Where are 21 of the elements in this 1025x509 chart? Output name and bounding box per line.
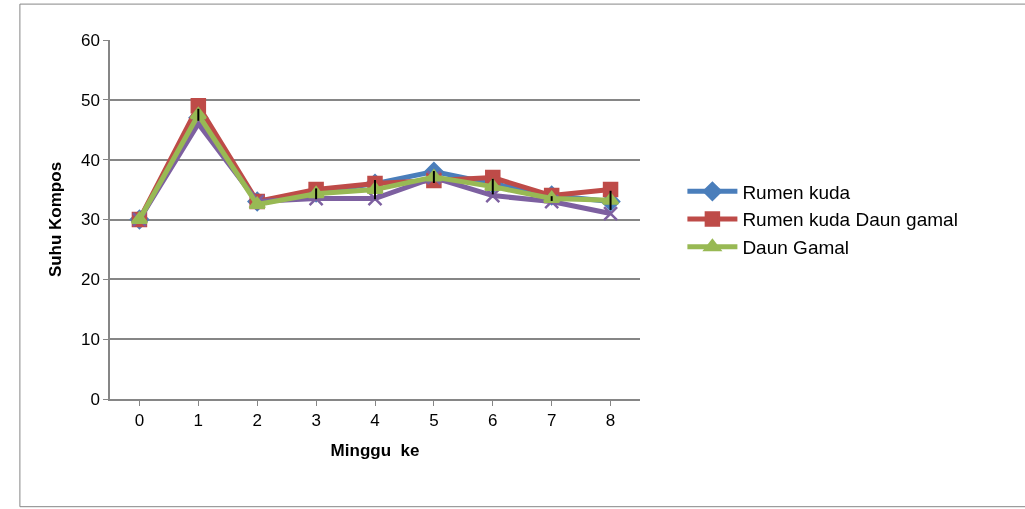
x-axis-title: Minggu ke bbox=[330, 441, 420, 461]
y-tick-label: 50 bbox=[80, 90, 100, 110]
x-tick-label: 5 bbox=[429, 411, 439, 431]
x-tick-label: 3 bbox=[311, 411, 321, 431]
x-tick-label: 1 bbox=[193, 411, 204, 431]
x-tick-label: 8 bbox=[605, 411, 616, 431]
x-tick-label: 0 bbox=[134, 411, 145, 431]
x-tick-label: 4 bbox=[370, 411, 380, 431]
y-tick-label: 60 bbox=[80, 30, 100, 50]
x-tick-label: 2 bbox=[252, 411, 262, 431]
y-axis-title: Suhu Kompos bbox=[45, 161, 65, 278]
y-tick-label: 0 bbox=[90, 389, 100, 409]
x-tick-label: 7 bbox=[546, 411, 557, 431]
x-tick-label: 6 bbox=[488, 411, 498, 431]
y-tick-label: 10 bbox=[80, 330, 100, 350]
y-tick-label: 40 bbox=[80, 150, 100, 170]
legend-label: Rumen kuda Daun gamal bbox=[742, 209, 958, 231]
y-tick-label: 30 bbox=[80, 210, 100, 230]
y-tick-label: 20 bbox=[80, 270, 100, 290]
legend-label: Rumen kuda bbox=[742, 181, 851, 203]
legend-label: Daun Gamal bbox=[742, 237, 850, 259]
